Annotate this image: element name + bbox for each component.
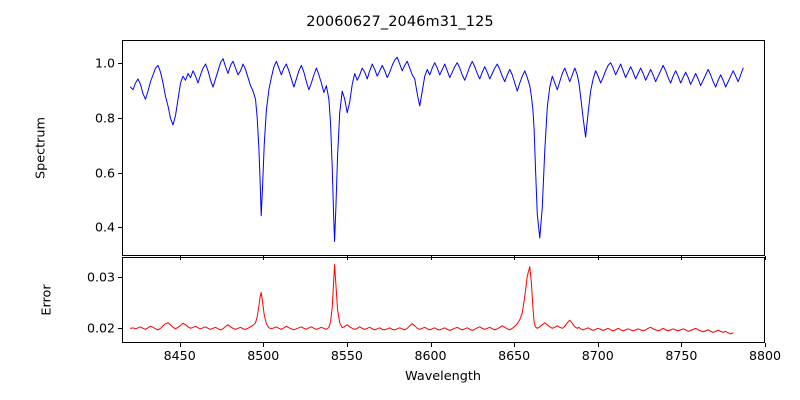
x-tick-mark-spectrum bbox=[765, 256, 766, 260]
y-tick-mark bbox=[118, 63, 122, 65]
x-tick-mark bbox=[263, 343, 265, 347]
x-tick-label: 8600 bbox=[414, 348, 447, 363]
x-tick-mark-spectrum bbox=[597, 256, 599, 260]
x-tick-mark-spectrum bbox=[681, 256, 683, 260]
y-tick-label: 0.8 bbox=[94, 110, 115, 126]
error-y-axis-label: Error bbox=[39, 284, 55, 316]
x-tick-mark-spectrum bbox=[514, 256, 516, 260]
y-tick-label: 0.6 bbox=[94, 165, 115, 181]
y-tick-mark bbox=[118, 172, 122, 174]
x-tick-label: 8800 bbox=[748, 348, 782, 363]
spectrum-y-axis-label: Spectrum bbox=[33, 116, 49, 180]
x-axis-label: Wavelength bbox=[405, 369, 481, 384]
y-tick-label: 0.03 bbox=[86, 269, 115, 285]
y-tick-mark bbox=[118, 328, 122, 330]
x-tick-label: 8500 bbox=[247, 348, 280, 363]
spectrum-line-series bbox=[123, 41, 764, 255]
x-tick-mark bbox=[597, 343, 599, 347]
x-tick-mark bbox=[514, 343, 516, 347]
x-tick-mark-spectrum bbox=[179, 256, 181, 260]
y-tick-label: 0.02 bbox=[86, 320, 115, 336]
x-tick-mark bbox=[179, 343, 181, 347]
x-tick-label: 8450 bbox=[163, 348, 196, 363]
error-plot-area bbox=[122, 257, 765, 343]
x-tick-label: 8550 bbox=[330, 348, 363, 363]
x-tick-mark bbox=[430, 343, 432, 347]
x-tick-mark bbox=[346, 343, 348, 347]
y-tick-label: 0.4 bbox=[94, 219, 115, 235]
x-tick-label: 8700 bbox=[581, 348, 614, 363]
error-line-series bbox=[123, 258, 764, 342]
x-tick-label: 8750 bbox=[665, 348, 698, 363]
y-tick-mark bbox=[118, 227, 122, 229]
x-tick-mark-spectrum bbox=[263, 256, 265, 260]
y-tick-mark bbox=[118, 117, 122, 119]
x-tick-label: 8650 bbox=[498, 348, 531, 363]
spectrum-plot-area bbox=[122, 40, 765, 256]
page-title: 20060627_2046m31_125 bbox=[306, 14, 494, 30]
x-tick-mark-spectrum bbox=[430, 256, 432, 260]
x-tick-mark bbox=[765, 343, 766, 347]
x-tick-mark bbox=[681, 343, 683, 347]
y-tick-label: 1.0 bbox=[94, 55, 115, 71]
x-tick-mark-spectrum bbox=[346, 256, 348, 260]
y-tick-mark bbox=[118, 276, 122, 278]
